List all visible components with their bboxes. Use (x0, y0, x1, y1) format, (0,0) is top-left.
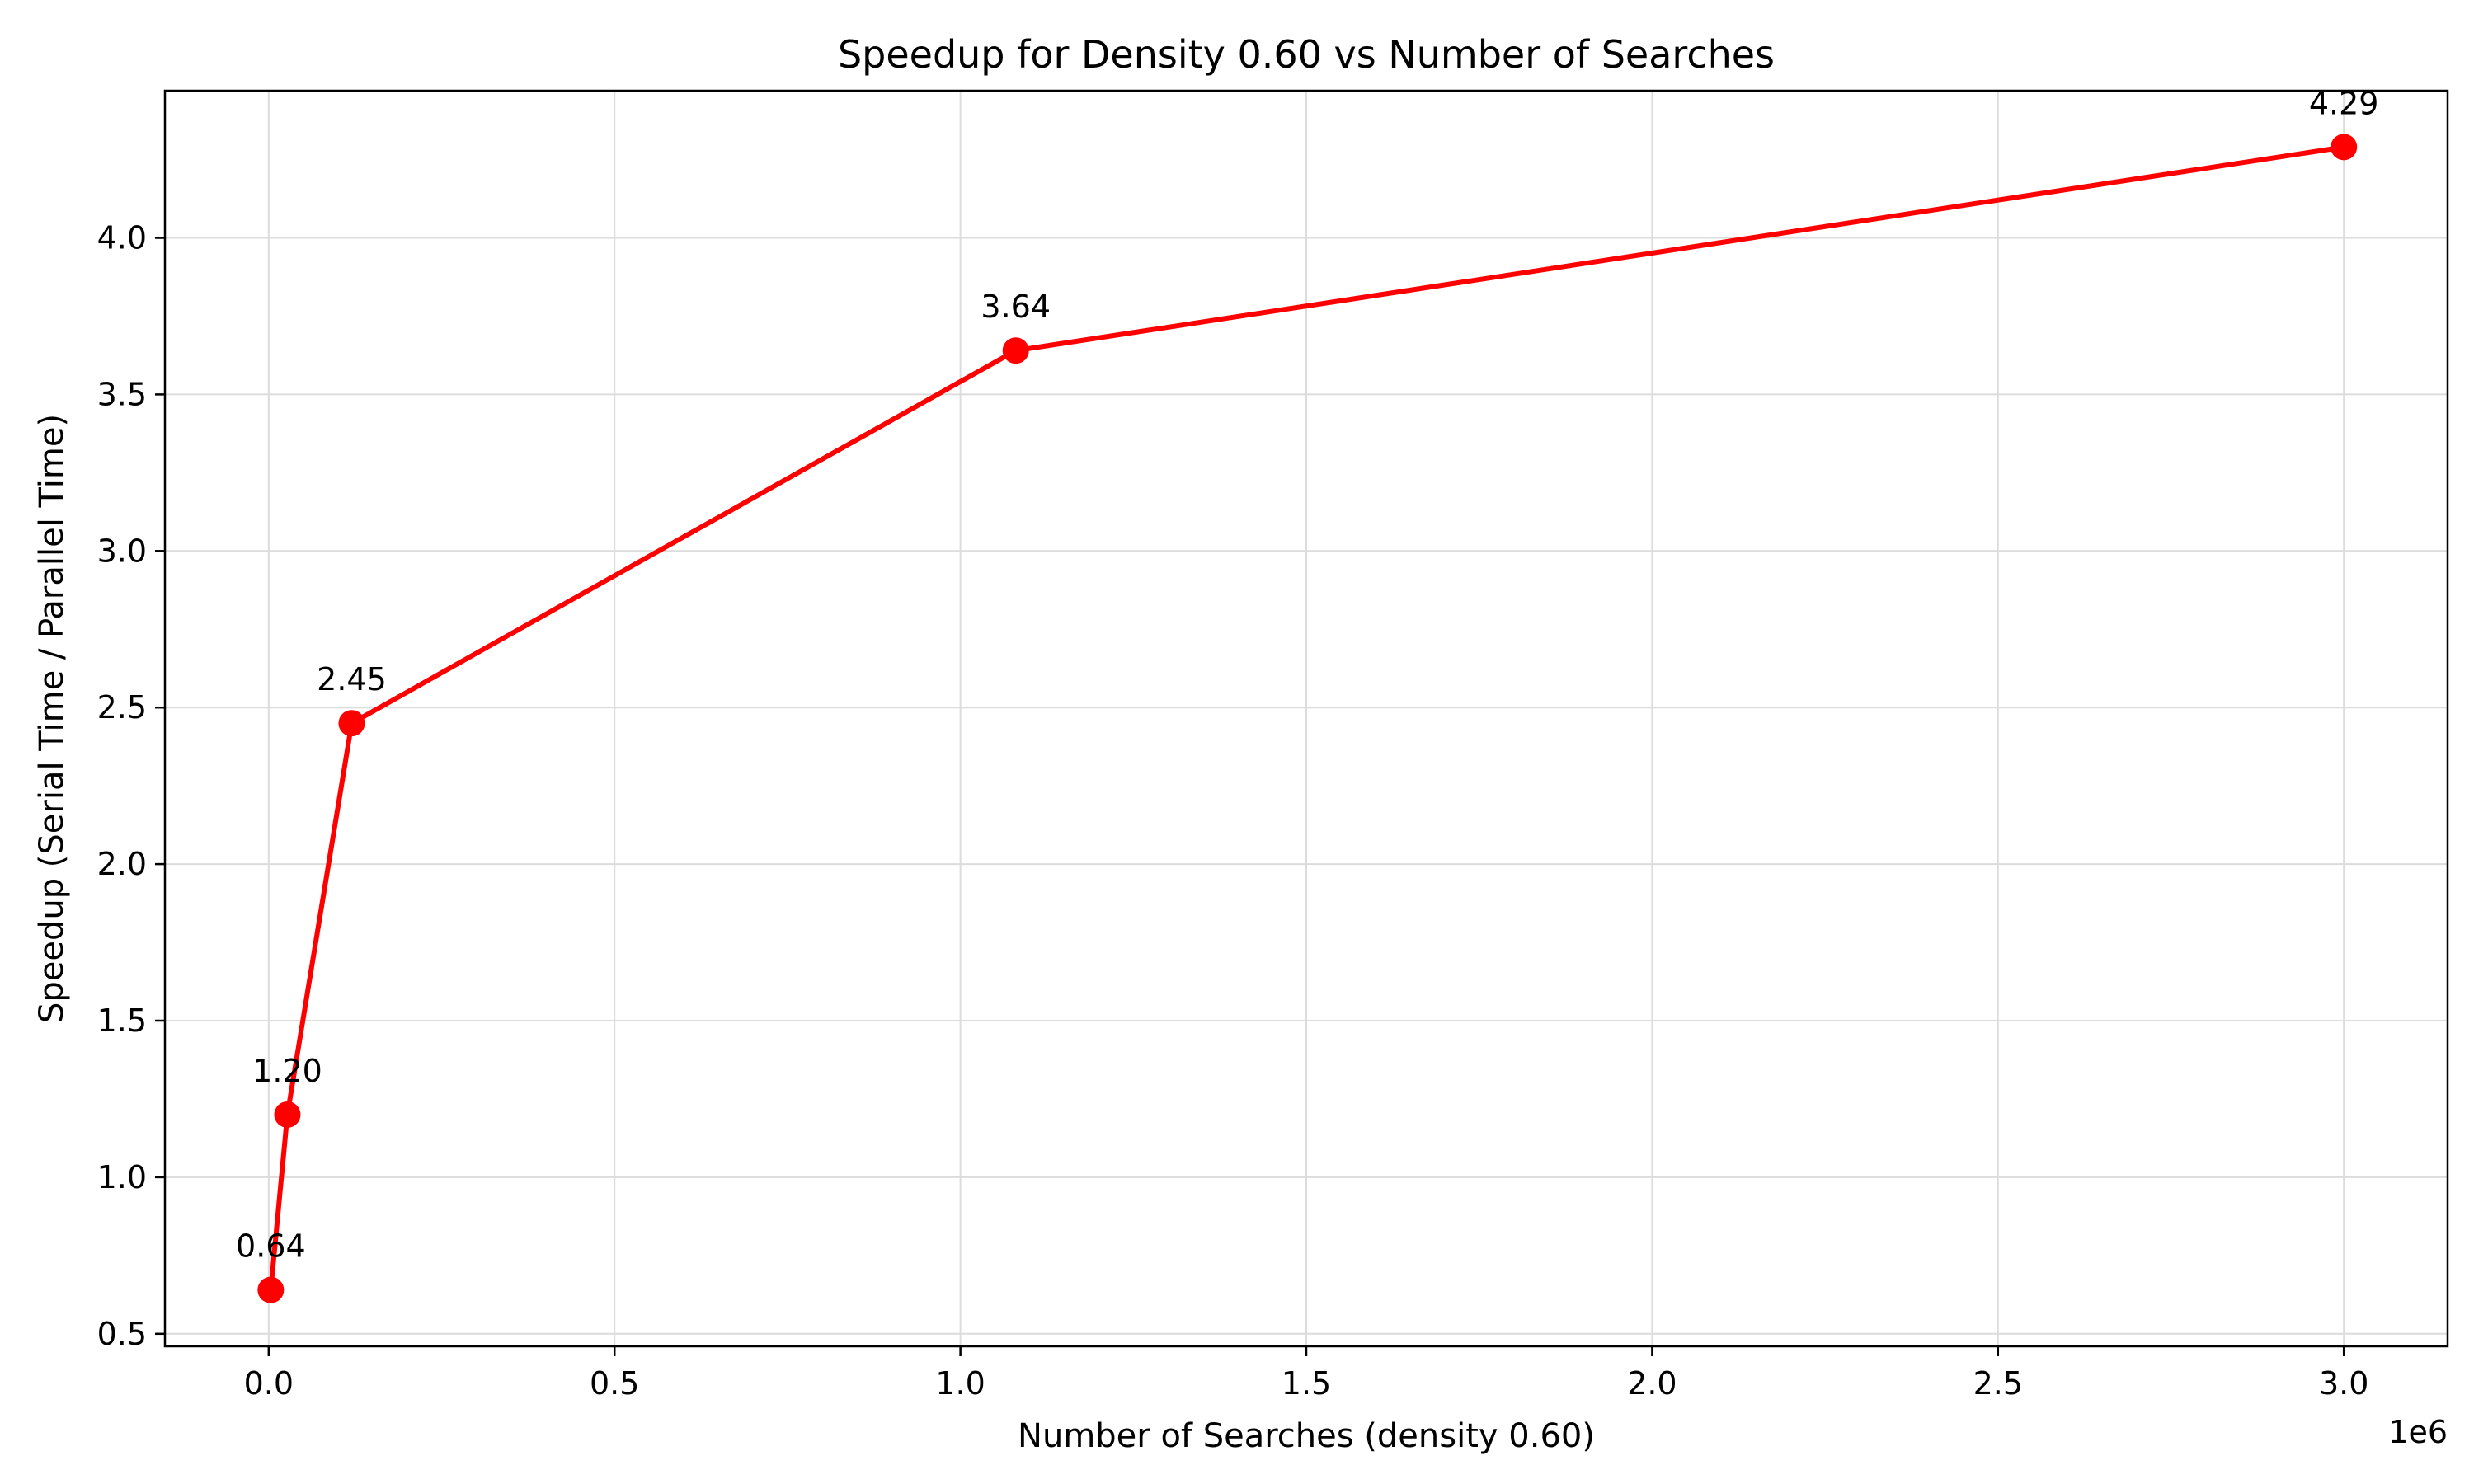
x-tick-label: 0.0 (244, 1365, 294, 1402)
chart-title: Speedup for Density 0.60 vs Number of Se… (838, 32, 1775, 77)
data-point (1002, 337, 1029, 364)
axis-ticks: 0.0 0.5 1.0 1.5 2.0 2.5 3.0 0.5 1.0 1.5 2.0 2.5 3.0 3… (97, 220, 2369, 1402)
x-tick-label: 1.5 (1282, 1365, 1331, 1402)
y-tick-label: 1.5 (97, 1003, 147, 1039)
y-tick-label: 4.0 (97, 220, 147, 256)
data-label: 2.45 (317, 661, 387, 697)
x-tick-label: 1.0 (935, 1365, 985, 1402)
y-tick-label: 3.5 (97, 376, 147, 412)
y-tick-label: 2.5 (97, 689, 147, 726)
y-tick-label: 1.0 (97, 1159, 147, 1195)
x-tick-label: 2.5 (1973, 1365, 2023, 1402)
y-tick-label: 2.0 (97, 846, 147, 882)
series-layer (257, 134, 2358, 1303)
data-label: 1.20 (252, 1053, 322, 1089)
data-point (274, 1101, 301, 1128)
x-tick-label: 0.5 (590, 1365, 639, 1402)
x-tick-label: 3.0 (2319, 1365, 2368, 1402)
data-point (338, 710, 365, 737)
x-axis-offset-label: 1e6 (2388, 1414, 2448, 1450)
data-label: 3.64 (981, 289, 1051, 325)
y-axis-label: Speedup (Serial Time / Parallel Time) (33, 414, 71, 1023)
data-point (257, 1276, 285, 1303)
y-tick-label: 0.5 (97, 1316, 147, 1352)
data-labels: 0.641.202.453.644.29 (236, 85, 2378, 1264)
data-label: 0.64 (236, 1228, 306, 1265)
grid (165, 91, 2448, 1346)
x-tick-label: 2.0 (1627, 1365, 1677, 1402)
y-tick-label: 3.0 (97, 533, 147, 569)
axes-frame (163, 89, 2449, 1348)
data-point (2331, 134, 2358, 161)
x-axis-label: Number of Searches (density 0.60) (1018, 1417, 1595, 1455)
